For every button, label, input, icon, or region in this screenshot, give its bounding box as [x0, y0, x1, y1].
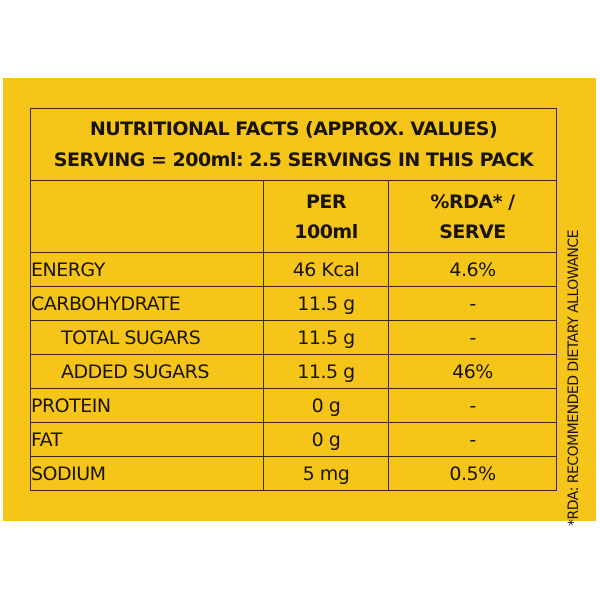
table-row: ENERGY 46 Kcal 4.6%	[30, 252, 557, 287]
table-row: FAT 0 g -	[30, 422, 557, 457]
nutrient-name: PROTEIN	[30, 388, 264, 423]
table-row: PROTEIN 0 g -	[30, 388, 557, 423]
nutrient-column-header	[30, 180, 264, 253]
title-line-2: SERVING = 200ml: 2.5 SERVINGS IN THIS PA…	[53, 148, 534, 171]
title-line-1: NUTRITIONAL FACTS (APPROX. VALUES)	[89, 117, 498, 140]
per-100ml-value: 0 g	[263, 388, 389, 423]
nutrient-name: FAT	[30, 422, 264, 457]
table-title: NUTRITIONAL FACTS (APPROX. VALUES) SERVI…	[30, 108, 557, 181]
nutrient-name: SODIUM	[30, 456, 264, 491]
per-100ml-value: 5 mg	[263, 456, 389, 491]
per-100ml-value: 11.5 g	[263, 354, 389, 389]
rda-column-header: %RDA* / SERVE	[388, 180, 557, 253]
per-100ml-header-line-2: 100ml	[294, 220, 358, 243]
per-100ml-header-line-1: PER	[305, 190, 347, 213]
nutrition-table: NUTRITIONAL FACTS (APPROX. VALUES) SERVI…	[30, 108, 557, 491]
table-row: ADDED SUGARS 11.5 g 46%	[30, 354, 557, 389]
rda-value: -	[388, 422, 557, 457]
rda-value: 4.6%	[388, 252, 557, 287]
table-row: TOTAL SUGARS 11.5 g -	[30, 320, 557, 355]
rda-value: 0.5%	[388, 456, 557, 491]
table-row: CARBOHYDRATE 11.5 g -	[30, 286, 557, 321]
per-100ml-value: 46 Kcal	[263, 252, 389, 287]
nutrient-name: ENERGY	[30, 252, 264, 287]
rda-value: -	[388, 320, 557, 355]
rda-footnote: *RDA: RECOMMENDED DIETARY ALLOWANCE	[566, 229, 582, 527]
table-row: SODIUM 5 mg 0.5%	[30, 456, 557, 491]
per-100ml-value: 11.5 g	[263, 320, 389, 355]
rda-header-line-1: %RDA* /	[430, 190, 515, 213]
table-header-row: NUTRITIONAL FACTS (APPROX. VALUES) SERVI…	[30, 108, 557, 181]
nutrition-label: NUTRITIONAL FACTS (APPROX. VALUES) SERVI…	[3, 78, 596, 526]
per-100ml-value: 11.5 g	[263, 286, 389, 321]
rda-value: -	[388, 286, 557, 321]
column-header-row: PER 100ml %RDA* / SERVE	[30, 180, 557, 253]
nutrient-name: CARBOHYDRATE	[30, 286, 264, 321]
rda-value: 46%	[388, 354, 557, 389]
nutrient-name: TOTAL SUGARS	[30, 320, 264, 355]
rda-header-line-2: SERVE	[439, 220, 506, 243]
nutrient-name: ADDED SUGARS	[30, 354, 264, 389]
rda-value: -	[388, 388, 557, 423]
per-100ml-value: 0 g	[263, 422, 389, 457]
per-100ml-column-header: PER 100ml	[263, 180, 389, 253]
